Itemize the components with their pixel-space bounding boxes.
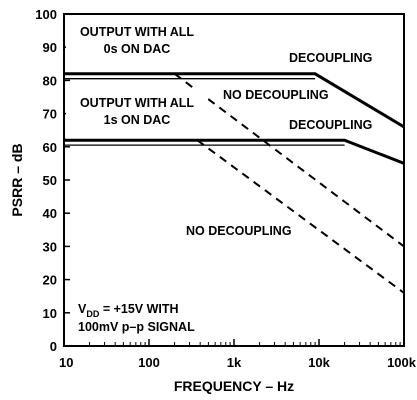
annotation-decoupling-0s: DECOUPLING [289, 51, 372, 65]
y-tick-label-70: 70 [43, 107, 57, 122]
plot-lines [64, 72, 405, 294]
annotation-vdd: VDD = +15V WITH [78, 302, 179, 319]
series-line-6 [196, 139, 405, 294]
y-axis-title: PSRR – dB [9, 143, 25, 216]
x-tick-label-1k: 1k [227, 355, 242, 370]
y-tick-label-90: 90 [43, 40, 57, 55]
annotation-signal: 100mV p–p SIGNAL [78, 320, 195, 334]
annotation-decoupling-1s: DECOUPLING [289, 118, 372, 132]
legend-box-1s [66, 90, 208, 134]
annotation-no-decoupling-0s: NO DECOUPLING [223, 88, 329, 102]
y-tick-label-20: 20 [43, 273, 57, 288]
y-tick-label-10: 10 [43, 306, 57, 321]
y-tick-label-100: 100 [35, 7, 57, 22]
x-tick-label-100: 100 [138, 355, 160, 370]
annotation-output-1s-line2: 1s ON DAC [104, 113, 171, 127]
x-tick-label-10: 10 [59, 355, 73, 370]
annotation-output-0s-line1: OUTPUT WITH ALL [80, 25, 194, 39]
x-tick-label-100k: 100k [387, 355, 417, 370]
y-tick-label-50: 50 [43, 173, 57, 188]
series-line-4 [64, 138, 405, 165]
x-axis-title: FREQUENCY – Hz [174, 378, 294, 394]
series-line-1 [64, 72, 405, 129]
y-tick-label-40: 40 [43, 206, 57, 221]
y-tick-label-80: 80 [43, 73, 57, 88]
x-tick-label-10k: 10k [308, 355, 330, 370]
y-tick-label-60: 60 [43, 140, 57, 155]
y-tick-label-30: 30 [43, 239, 57, 254]
annotation-output-1s-line1: OUTPUT WITH ALL [80, 96, 194, 110]
series-line-3 [173, 73, 405, 248]
annotation-output-0s-line2: 0s ON DAC [104, 42, 171, 56]
legend-box-0s [66, 18, 208, 62]
annotation-no-decoupling-1s: NO DECOUPLING [186, 224, 292, 238]
y-tick-label-0: 0 [50, 339, 57, 354]
